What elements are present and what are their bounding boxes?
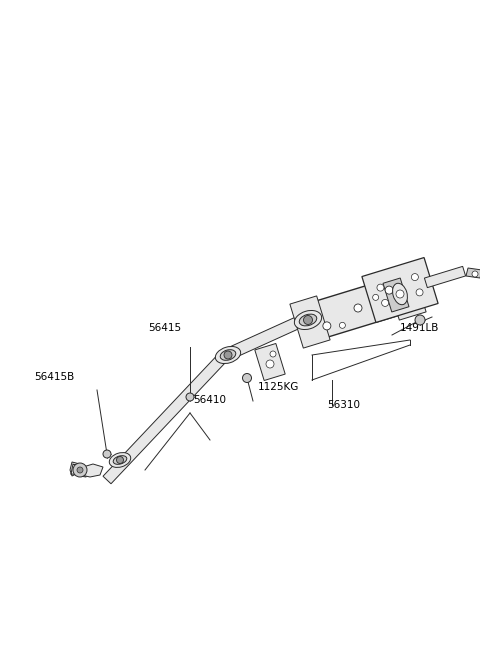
Circle shape (415, 315, 425, 325)
Circle shape (372, 294, 379, 301)
Circle shape (396, 290, 404, 298)
Ellipse shape (216, 346, 240, 364)
Polygon shape (300, 274, 416, 343)
Circle shape (242, 373, 252, 383)
Circle shape (411, 274, 419, 280)
Ellipse shape (299, 314, 317, 326)
Circle shape (472, 271, 478, 277)
Circle shape (186, 393, 194, 401)
Ellipse shape (294, 310, 322, 329)
Circle shape (385, 286, 393, 294)
Polygon shape (103, 351, 229, 484)
Circle shape (323, 322, 331, 330)
Circle shape (117, 457, 123, 464)
Circle shape (382, 299, 389, 307)
Polygon shape (81, 464, 103, 477)
Circle shape (303, 316, 312, 324)
Circle shape (73, 463, 87, 477)
Ellipse shape (220, 350, 236, 360)
Polygon shape (424, 267, 466, 288)
Circle shape (377, 284, 384, 291)
Circle shape (270, 351, 276, 357)
Ellipse shape (109, 453, 131, 468)
Ellipse shape (393, 283, 408, 305)
Circle shape (266, 360, 274, 368)
Circle shape (339, 322, 346, 328)
Circle shape (416, 289, 423, 296)
Polygon shape (255, 343, 285, 381)
Polygon shape (362, 257, 438, 322)
Circle shape (103, 450, 111, 458)
Polygon shape (302, 270, 413, 327)
Text: 1125KG: 1125KG (258, 382, 300, 392)
Text: 56415B: 56415B (34, 372, 74, 382)
Text: 56415: 56415 (148, 323, 181, 333)
Polygon shape (219, 312, 311, 362)
Text: 56310: 56310 (327, 400, 360, 410)
Text: 1491LB: 1491LB (400, 323, 439, 333)
Text: 56410: 56410 (193, 395, 226, 405)
Polygon shape (290, 296, 330, 348)
Circle shape (77, 467, 83, 473)
Polygon shape (70, 462, 88, 477)
Ellipse shape (113, 456, 127, 464)
Polygon shape (466, 268, 480, 278)
Circle shape (224, 351, 232, 359)
Polygon shape (383, 278, 409, 312)
Polygon shape (386, 268, 426, 320)
Circle shape (354, 304, 362, 312)
